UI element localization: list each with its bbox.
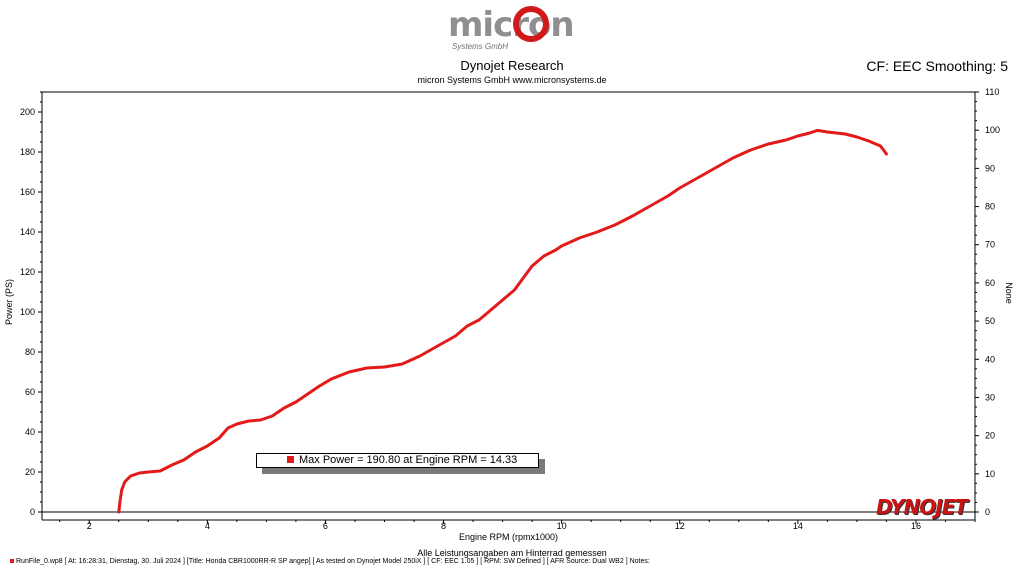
y-tick-label: 180: [20, 147, 35, 157]
y2-tick-label: 80: [985, 202, 995, 212]
chart-subtitle: micron Systems GmbH www.micronsystems.de: [417, 75, 607, 85]
y2-tick-label: 10: [985, 469, 995, 479]
x-tick-label: 4: [205, 521, 210, 531]
y-axis-title: Power (PS): [4, 279, 14, 325]
x-tick-label: 8: [441, 521, 446, 531]
y2-tick-label: 70: [985, 240, 995, 250]
y2-tick-label: 110: [985, 87, 999, 97]
y2-axis-title: None: [1004, 282, 1014, 304]
y2-tick-label: 20: [985, 431, 995, 441]
y2-tick-label: 0: [985, 507, 990, 517]
y-tick-label: 20: [25, 467, 35, 477]
y2-tick-label: 40: [985, 354, 995, 364]
y-tick-label: 40: [25, 427, 35, 437]
micron-logo: micron: [448, 5, 575, 45]
y-tick-label: 80: [25, 347, 35, 357]
correction-factor-info: CF: EEC Smoothing: 5: [866, 58, 1008, 74]
x-axis-title: Engine RPM (rpmx1000): [459, 532, 558, 542]
y2-tick-label: 100: [985, 125, 1000, 135]
chart-title: Dynojet Research: [460, 58, 564, 73]
y-tick-label: 200: [20, 107, 35, 117]
y-tick-label: 120: [20, 267, 35, 277]
x-tick-label: 6: [323, 521, 328, 531]
x-tick-label: 16: [911, 521, 921, 531]
x-tick-label: 2: [87, 521, 92, 531]
y2-tick-label: 90: [985, 163, 995, 173]
y-tick-label: 0: [30, 507, 35, 517]
y2-tick-label: 50: [985, 316, 995, 326]
micron-logo-subtext: Systems GmbH: [452, 42, 509, 51]
legend-box: Max Power = 190.80 at Engine RPM = 14.33: [256, 453, 539, 468]
status-marker: [10, 559, 14, 563]
x-tick-label: 14: [793, 521, 803, 531]
status-line-row: RunFile_0.wp8 [ At: 16:28:31, Dienstag, …: [10, 558, 650, 565]
y-tick-label: 100: [20, 307, 35, 317]
y-tick-label: 140: [20, 227, 35, 237]
y2-tick-label: 60: [985, 278, 995, 288]
x-tick-label: 10: [557, 521, 567, 531]
legend-swatch: [287, 456, 294, 463]
y-tick-label: 160: [20, 187, 35, 197]
series-line-power: [117, 128, 888, 514]
x-tick-label: 12: [675, 521, 685, 531]
legend-max-power: Max Power = 190.80 at Engine RPM = 14.33: [299, 454, 518, 466]
plot-frame: [41, 91, 976, 513]
footer-note: Alle Leistungsangaben am Hinterrad gemes…: [417, 548, 607, 558]
y2-tick-label: 30: [985, 392, 995, 402]
y-tick-label: 60: [25, 387, 35, 397]
status-line: RunFile_0.wp8 [ At: 16:28:31, Dienstag, …: [16, 558, 650, 565]
micron-logo-ring: [513, 6, 549, 42]
dynojet-logo: DYNOJET: [876, 495, 968, 519]
